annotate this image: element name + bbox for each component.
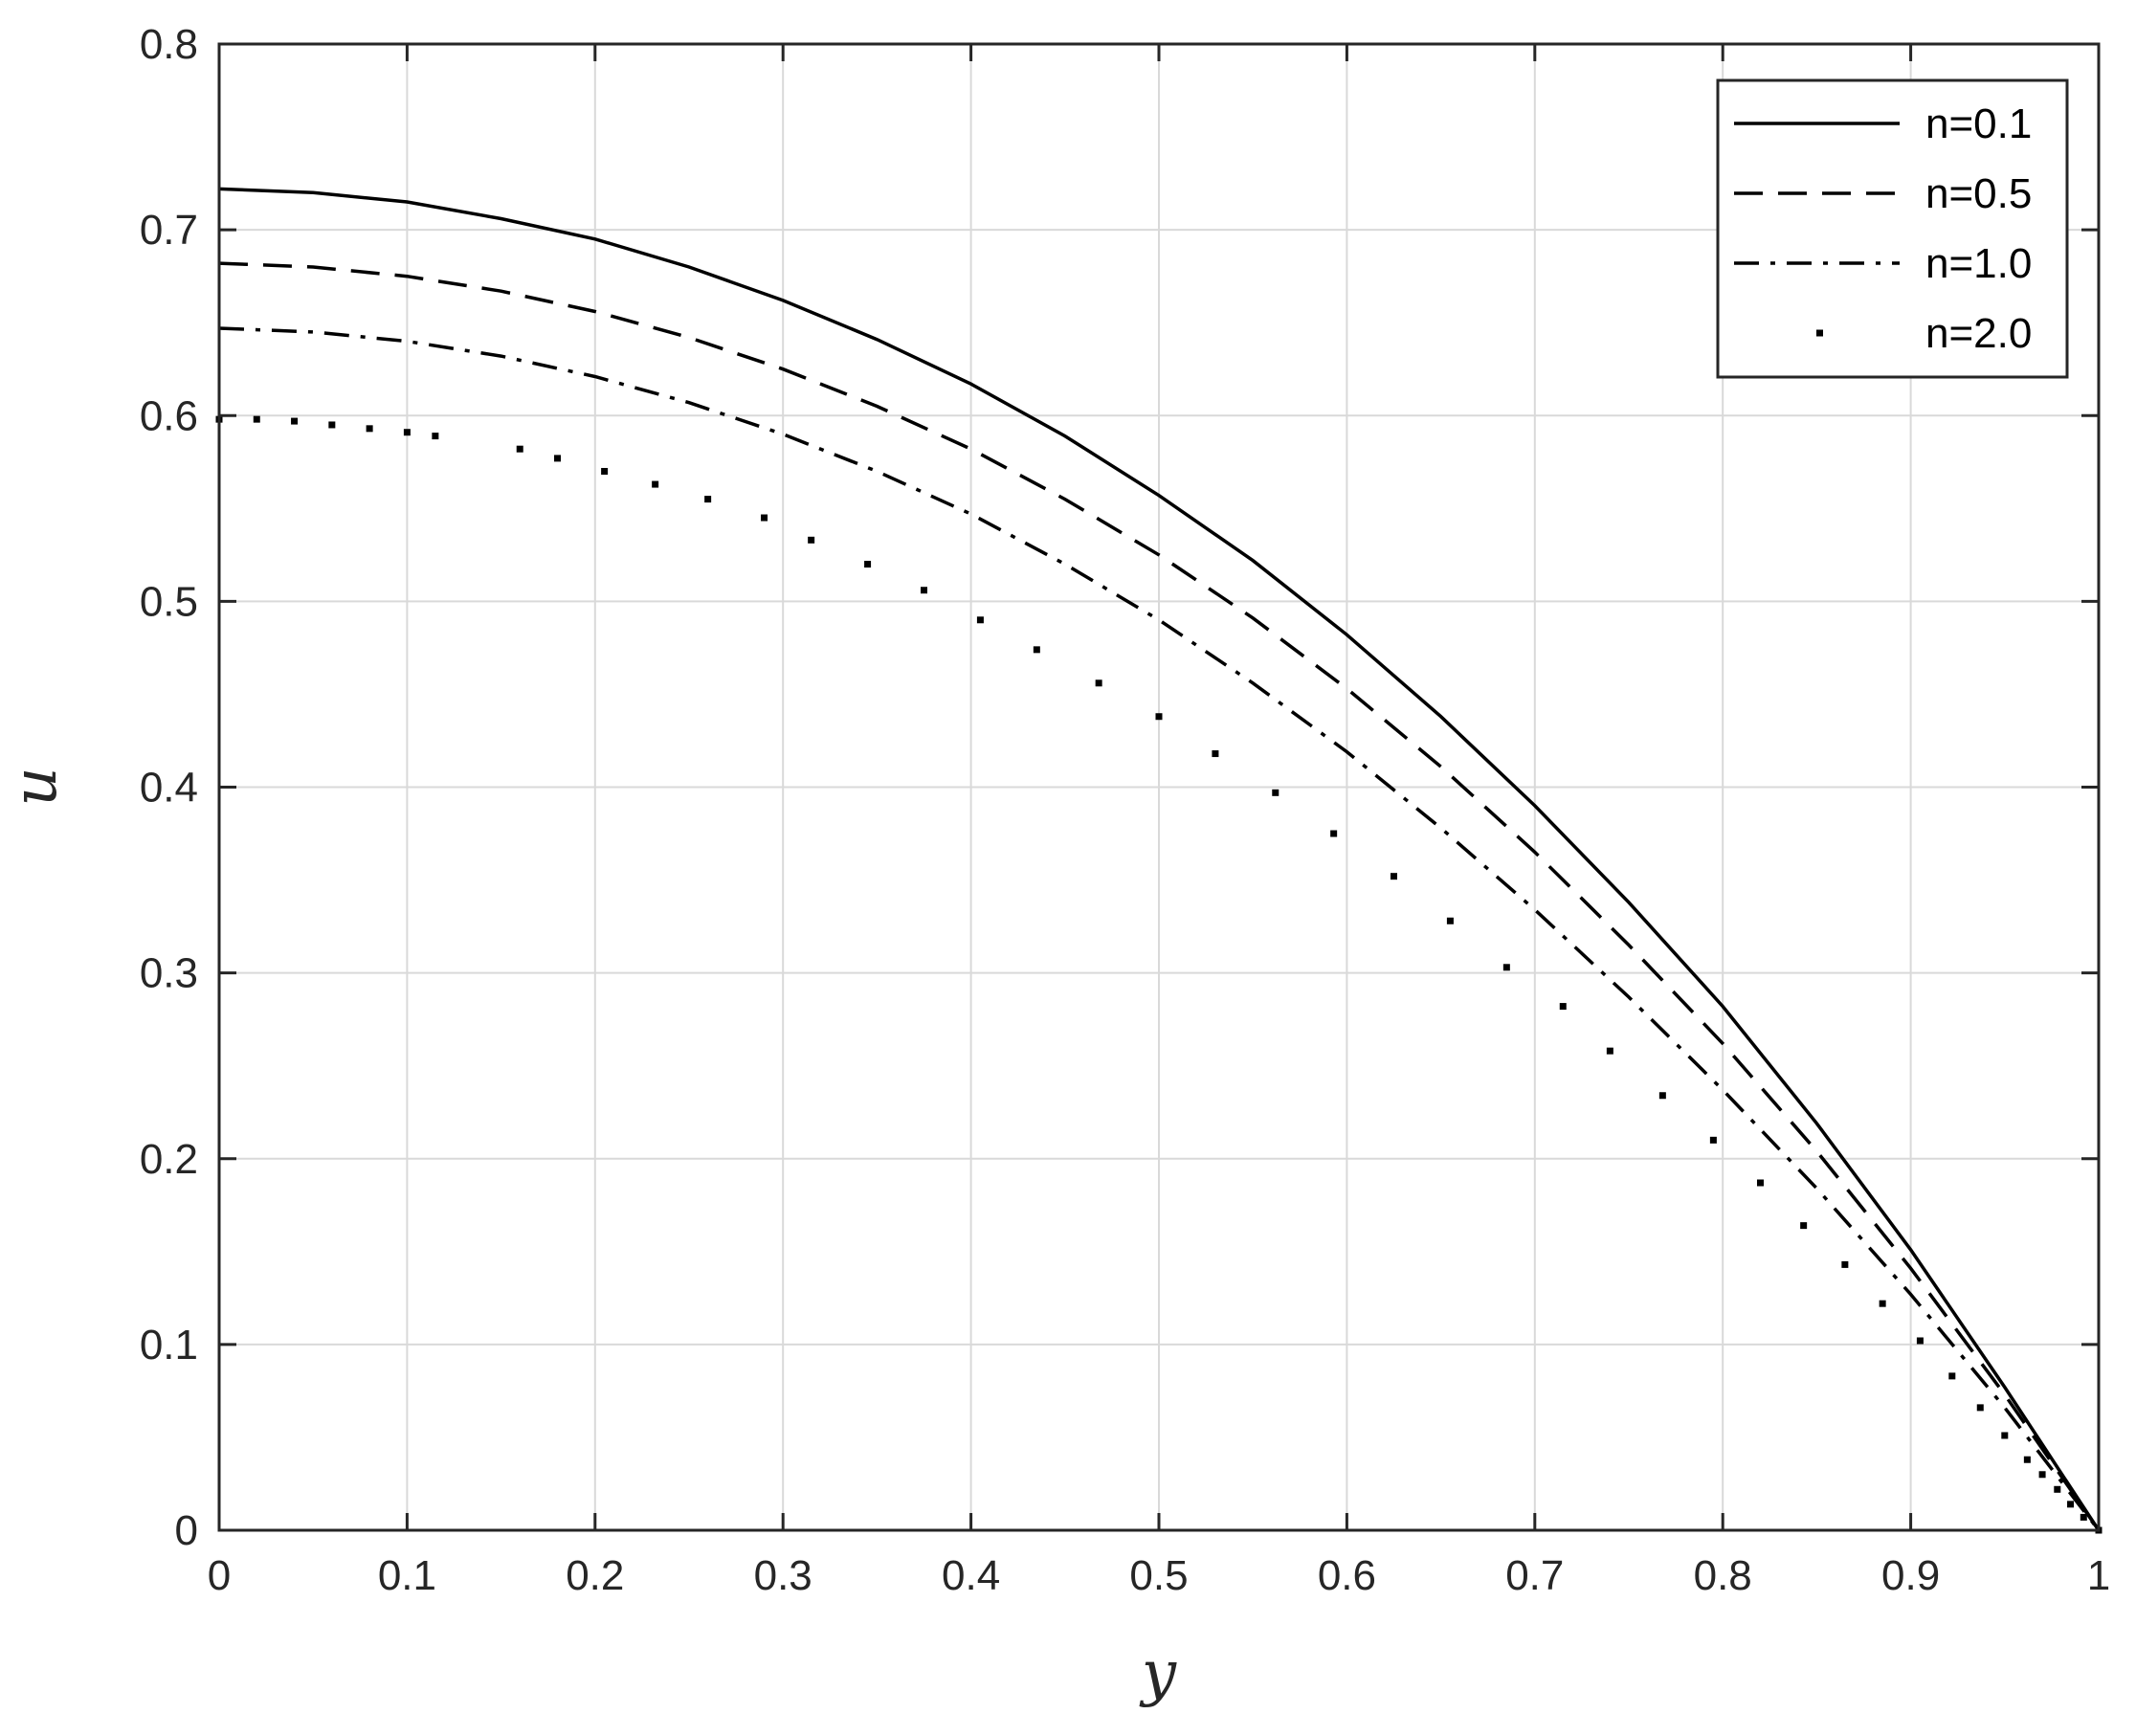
series-n2-point	[1756, 1179, 1764, 1187]
x-axis-title: y	[1139, 1638, 1177, 1709]
series-n2-point	[1948, 1372, 1956, 1380]
series-n2-point	[2054, 1485, 2061, 1493]
series-n2-point	[1502, 964, 1510, 971]
series-n2-point	[1800, 1222, 1808, 1230]
series-n2-point	[652, 480, 659, 488]
y-tick-label: 0	[175, 1507, 198, 1554]
series-n2-point	[366, 425, 373, 433]
y-tick-label: 0.3	[140, 950, 198, 997]
series-n2-point	[291, 417, 299, 425]
series-n2-point	[1559, 1003, 1567, 1011]
series-n2-point	[1658, 1092, 1666, 1100]
series-n2-point	[1155, 713, 1163, 721]
series-n2-point	[1446, 917, 1454, 924]
x-tick-labels: 0 0.1 0.2 0.3 0.4 0.5 0.6 0.7 0.8 0.9 1	[208, 1552, 2110, 1599]
x-tick-label: 0.7	[1505, 1552, 1564, 1599]
series-n2-point	[601, 467, 609, 475]
series-n2-point	[864, 561, 872, 568]
legend-label: n=2.0	[1925, 310, 2032, 357]
series-n2-point	[2038, 1471, 2046, 1479]
series-n2-point	[1391, 873, 1397, 880]
series-n2-point	[253, 415, 260, 423]
series-n2-point	[1976, 1404, 1984, 1412]
series-n2-point	[1095, 679, 1102, 687]
series-n2-point	[554, 455, 562, 462]
series-line-solid	[218, 187, 2101, 1531]
series-n2-point	[403, 429, 411, 436]
x-tick-label: 0.6	[1318, 1552, 1376, 1599]
series-n2-point	[2001, 1432, 2009, 1439]
legend-label: n=0.5	[1925, 170, 2032, 217]
x-tick-label: 0.1	[378, 1552, 436, 1599]
series-n2-point	[432, 433, 439, 440]
x-tick-label: 0	[208, 1552, 231, 1599]
x-tick-label: 0.5	[1129, 1552, 1188, 1599]
series-n2-point	[704, 496, 712, 503]
y-tick-label: 0.1	[140, 1322, 198, 1369]
legend: n=0.1 n=0.5 n=1.0 n=2.0	[1716, 78, 2069, 379]
y-tick-label: 0.8	[140, 21, 198, 68]
y-tick-label: 0.5	[140, 578, 198, 625]
tick-marks	[217, 42, 2101, 1532]
y-tick-label: 0.4	[140, 765, 198, 812]
series-n2-point	[2023, 1456, 2031, 1463]
series-n2-point	[1272, 789, 1279, 796]
series-n2-point	[808, 536, 815, 544]
series-n2-point	[1709, 1136, 1717, 1144]
series-n2-point	[1879, 1300, 1886, 1307]
y-tick-label: 0.2	[140, 1136, 198, 1183]
x-tick-label: 0.3	[754, 1552, 812, 1599]
legend-box	[1716, 78, 2069, 379]
legend-label: n=0.1	[1925, 100, 2032, 147]
y-tick-labels: 0 0.1 0.2 0.3 0.4 0.5 0.6 0.7 0.8	[140, 21, 198, 1554]
y-axis-title: u	[0, 767, 71, 806]
x-tick-label: 1	[2087, 1552, 2110, 1599]
series-n2-point	[328, 421, 336, 429]
series-n2-point	[516, 445, 523, 453]
x-tick-label: 0.4	[942, 1552, 1000, 1599]
series-n2-point	[1916, 1337, 1924, 1345]
x-tick-label: 0.2	[566, 1552, 624, 1599]
x-tick-label: 0.8	[1694, 1552, 1752, 1599]
x-tick-label: 0.9	[1881, 1552, 1940, 1599]
legend-swatch-dot	[1816, 329, 1823, 337]
series-n2-point	[761, 514, 768, 522]
series-line-dashed	[218, 261, 2101, 1531]
y-tick-label: 0.7	[140, 207, 198, 254]
series-n2-point	[1606, 1047, 1613, 1055]
series-n2-point	[2067, 1501, 2075, 1508]
series-n2-point	[2080, 1513, 2087, 1521]
series-n2-point	[1033, 646, 1040, 654]
series-n2-point	[1330, 830, 1338, 837]
y-tick-label: 0.6	[140, 392, 198, 439]
series-n2-point	[1841, 1260, 1849, 1268]
series-n2-point	[921, 587, 927, 594]
series-n2-point	[976, 616, 984, 624]
legend-label: n=1.0	[1925, 240, 2032, 287]
series-layer	[215, 187, 2103, 1534]
series-n2-point	[1212, 750, 1219, 758]
